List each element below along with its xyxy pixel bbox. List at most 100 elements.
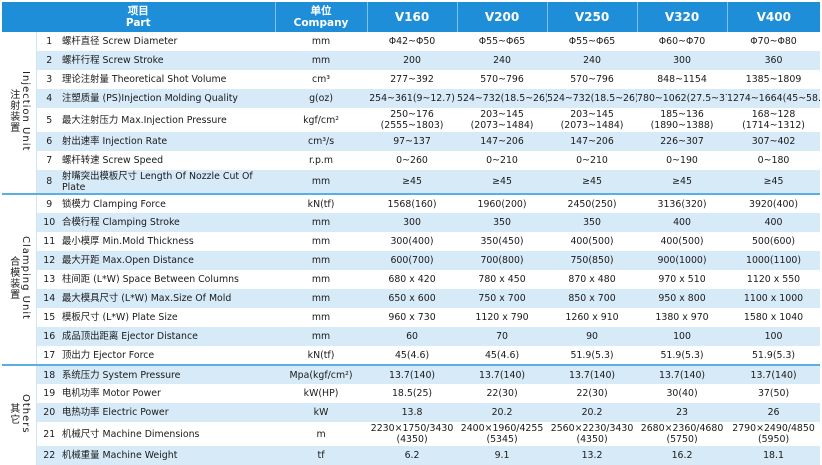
value-text: 1100 x 1000 bbox=[727, 293, 820, 304]
value-cell: 300 bbox=[367, 213, 457, 232]
value-cell: 2560×2230/3430 (4350) bbox=[547, 422, 637, 446]
value-cell: 23 bbox=[637, 403, 727, 422]
value-text: 2790×2490/4850 (5950) bbox=[727, 423, 820, 445]
value-text: 1385~1809 bbox=[727, 74, 820, 85]
value-cell: 2230×1750/3430 (4350) bbox=[367, 422, 457, 446]
value-cell: 0~210 bbox=[457, 151, 547, 170]
value-text: 650 x 600 bbox=[367, 293, 457, 304]
value-text: 20.2 bbox=[547, 407, 637, 418]
value-cell: 524~732(18.5~26) bbox=[457, 89, 547, 108]
model-header: V250 bbox=[547, 2, 637, 32]
group-label-text: Clamping Unit 合模装置 bbox=[7, 236, 31, 320]
value-cell: 20.2 bbox=[457, 403, 547, 422]
table-row: Others 其它 18 系统压力 System Pressure Mpa(kgf/cm… bbox=[2, 365, 820, 384]
value-cell: 0~210 bbox=[547, 151, 637, 170]
value-text: 147~206 bbox=[457, 136, 547, 147]
value-text: 2230×1750/3430 (4350) bbox=[367, 423, 457, 445]
value-cell: Φ60~Φ70 bbox=[637, 32, 727, 51]
value-cell: 147~206 bbox=[547, 132, 637, 151]
part-name-text: 模板尺寸 (L*W) Plate Size bbox=[62, 312, 275, 323]
row-number: 10 bbox=[36, 213, 62, 232]
table-row: 14 最大模具尺寸 (L*W) Max.Size Of Mold mm 650 x 6… bbox=[2, 289, 820, 308]
value-text: 780~1062(27.5~37.5) bbox=[637, 93, 727, 104]
value-cell: ≥45 bbox=[547, 170, 637, 194]
value-text: 277~392 bbox=[367, 74, 457, 85]
value-cell: 970 x 510 bbox=[637, 270, 727, 289]
group-label: Injection Unit 注射装置 bbox=[2, 32, 36, 194]
unit-header: 单位 Company bbox=[275, 2, 367, 32]
value-cell: 2400×1960/4255 (5345) bbox=[457, 422, 547, 446]
table-row: 5 最大注射压力 Max.Injection Pressure kgf/cm² 250… bbox=[2, 108, 820, 132]
part-name: 射嘴突出模板尺寸 Length Of Nozzle Cut Of Plate bbox=[62, 170, 275, 194]
value-text: 100 bbox=[727, 331, 820, 342]
value-text: 850 x 700 bbox=[547, 293, 637, 304]
value-text: 51.9(5.3) bbox=[637, 350, 727, 361]
value-text: 3136(320) bbox=[637, 199, 727, 210]
value-cell: 70 bbox=[457, 327, 547, 346]
unit-cell: g(oz) bbox=[275, 89, 367, 108]
value-text: 23 bbox=[637, 407, 727, 418]
value-text: 2450(250) bbox=[547, 199, 637, 210]
value-cell: 0~260 bbox=[367, 151, 457, 170]
part-name-text: 射出速率 Injection Rate bbox=[62, 136, 275, 147]
value-text: 18.1 bbox=[727, 450, 820, 461]
unit-cell: mm bbox=[275, 289, 367, 308]
value-text: 1960(200) bbox=[457, 199, 547, 210]
unit-cell: cm³/s bbox=[275, 132, 367, 151]
value-cell: Φ55~Φ65 bbox=[457, 32, 547, 51]
value-cell: 250~176 (2555~1803) bbox=[367, 108, 457, 132]
value-text: 300 bbox=[367, 217, 457, 228]
value-text: 100 bbox=[637, 331, 727, 342]
value-text: 240 bbox=[457, 55, 547, 66]
value-cell: Φ55~Φ65 bbox=[547, 32, 637, 51]
table-row: 10 合模行程 Clamping Stroke mm 300 350 350 400 400 bbox=[2, 213, 820, 232]
value-text: 900(1000) bbox=[637, 255, 727, 266]
value-cell: 1274~1664(45~58.8) bbox=[727, 89, 820, 108]
unit-header-en: Company bbox=[276, 17, 367, 29]
value-cell: 850 x 700 bbox=[547, 289, 637, 308]
value-cell: 300(400) bbox=[367, 232, 457, 251]
table-row: 21 机械尺寸 Machine Dimensions m 2230×1750/3430… bbox=[2, 422, 820, 446]
unit-cell: m bbox=[275, 422, 367, 446]
value-text: Φ42~Φ50 bbox=[367, 36, 457, 47]
group-label-cn: 合模装置 bbox=[8, 256, 19, 300]
group-label-text: Injection Unit 注射装置 bbox=[7, 71, 31, 151]
row-number: 5 bbox=[36, 108, 62, 132]
part-name: 射出速率 Injection Rate bbox=[62, 132, 275, 151]
row-number: 4 bbox=[36, 89, 62, 108]
value-cell: 700(800) bbox=[457, 251, 547, 270]
value-text: 780 x 450 bbox=[457, 274, 547, 285]
value-cell: 45(4.6) bbox=[457, 346, 547, 365]
value-cell: 18.5(25) bbox=[367, 384, 457, 403]
value-text: 30(40) bbox=[637, 388, 727, 399]
value-cell: 870 x 480 bbox=[547, 270, 637, 289]
value-text: 20.2 bbox=[457, 407, 547, 418]
value-text: 1260 x 910 bbox=[547, 312, 637, 323]
value-text: 203~145 (2073~1484) bbox=[457, 109, 547, 131]
value-cell: 780~1062(27.5~37.5) bbox=[637, 89, 727, 108]
value-cell: 168~128 (1714~1312) bbox=[727, 108, 820, 132]
value-text: 13.7(140) bbox=[727, 370, 820, 381]
value-text: 307~402 bbox=[727, 136, 820, 147]
part-name-text: 系统压力 System Pressure bbox=[62, 370, 275, 381]
value-text: 0~190 bbox=[637, 155, 727, 166]
row-number: 15 bbox=[36, 308, 62, 327]
value-text: 350 bbox=[547, 217, 637, 228]
part-name: 系统压力 System Pressure bbox=[62, 365, 275, 384]
value-cell: 0~180 bbox=[727, 151, 820, 170]
row-number: 1 bbox=[36, 32, 62, 51]
row-number: 2 bbox=[36, 51, 62, 70]
value-cell: 960 x 730 bbox=[367, 308, 457, 327]
value-cell: 277~392 bbox=[367, 70, 457, 89]
value-text: 400 bbox=[637, 217, 727, 228]
value-cell: 0~190 bbox=[637, 151, 727, 170]
value-cell: 30(40) bbox=[637, 384, 727, 403]
part-name-text: 柱间距 (L*W) Space Between Columns bbox=[62, 274, 275, 285]
value-cell: 254~361(9~12.7) bbox=[367, 89, 457, 108]
value-cell: 1000(1100) bbox=[727, 251, 820, 270]
value-text: 18.5(25) bbox=[367, 388, 457, 399]
value-cell: 22(30) bbox=[457, 384, 547, 403]
value-cell: 600(700) bbox=[367, 251, 457, 270]
table-row: 2 螺杆行程 Screw Stroke mm 200 240 240 300 360 bbox=[2, 51, 820, 70]
value-cell: 60 bbox=[367, 327, 457, 346]
